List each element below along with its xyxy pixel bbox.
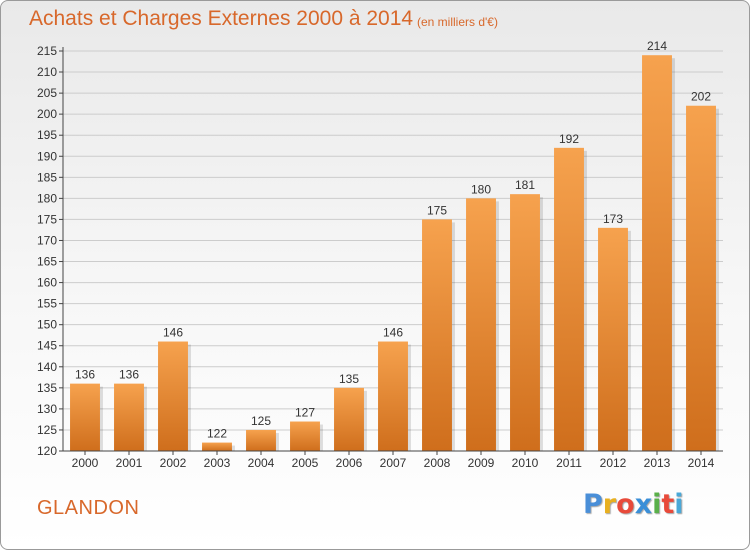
brand-letter: i xyxy=(652,489,662,520)
brand-letter: r xyxy=(602,489,617,520)
x-tick-label: 2007 xyxy=(380,456,407,470)
x-tick-label: 2012 xyxy=(600,456,627,470)
bar-value-label: 192 xyxy=(559,132,579,146)
y-tick-label: 165 xyxy=(37,255,57,269)
bar-value-label: 127 xyxy=(295,406,315,420)
y-tick-label: 130 xyxy=(37,402,57,416)
x-tick-label: 2011 xyxy=(556,456,582,470)
brand-letter: x xyxy=(634,489,653,520)
x-tick-label: 2009 xyxy=(468,456,495,470)
bar-value-label: 173 xyxy=(603,212,623,226)
bar-value-label: 122 xyxy=(207,427,227,441)
y-tick-label: 200 xyxy=(37,107,57,121)
bar-value-label: 146 xyxy=(383,326,403,340)
bar-value-label: 202 xyxy=(691,90,711,104)
bar xyxy=(686,105,716,451)
bar xyxy=(466,198,496,451)
chart-title: Achats et Charges Externes 2000 à 2014 xyxy=(29,7,414,30)
brand-letter: P xyxy=(583,489,603,520)
y-tick-label: 210 xyxy=(37,65,57,79)
bars xyxy=(70,55,719,452)
brand-letter: i xyxy=(674,489,684,520)
bar xyxy=(114,383,144,451)
bar xyxy=(334,387,364,451)
y-tick-label: 120 xyxy=(37,444,57,458)
brand-letter: t xyxy=(661,489,675,520)
commune-name: GLANDON xyxy=(37,497,140,519)
y-tick-label: 190 xyxy=(37,149,57,163)
bar-value-label: 135 xyxy=(339,372,359,386)
bar-value-label: 175 xyxy=(427,203,447,217)
bar xyxy=(158,341,188,451)
bar-value-label: 180 xyxy=(471,182,491,196)
bar xyxy=(202,442,232,451)
bar xyxy=(246,429,276,451)
bar xyxy=(378,341,408,451)
brand-letter: o xyxy=(616,489,635,520)
y-tick-label: 160 xyxy=(37,276,57,290)
y-tick-label: 145 xyxy=(37,339,57,353)
bar xyxy=(70,383,100,451)
x-tick-label: 2008 xyxy=(424,456,451,470)
x-tick-label: 2006 xyxy=(336,456,363,470)
y-tick-label: 155 xyxy=(37,297,57,311)
bar xyxy=(642,55,672,452)
y-tick-label: 215 xyxy=(37,44,57,58)
chart-subtitle: (en milliers d'€) xyxy=(417,15,498,29)
bar-value-label: 181 xyxy=(515,178,535,192)
x-tick-label: 2003 xyxy=(204,456,231,470)
x-tick-label: 2000 xyxy=(72,456,99,470)
bar-value-label: 146 xyxy=(163,326,183,340)
x-tick-label: 2004 xyxy=(248,456,275,470)
bar xyxy=(290,421,320,451)
y-tick-label: 140 xyxy=(37,360,57,374)
x-tick-label: 2013 xyxy=(644,456,671,470)
bar-value-label: 214 xyxy=(647,39,667,53)
y-tick-label: 125 xyxy=(37,423,57,437)
y-tick-label: 175 xyxy=(37,212,57,226)
bar xyxy=(554,147,584,451)
x-tick-label: 2001 xyxy=(116,456,143,470)
bar xyxy=(510,194,540,451)
x-tick-label: 2010 xyxy=(512,456,539,470)
bar-value-label: 136 xyxy=(75,368,95,382)
bar xyxy=(598,227,628,451)
proxiti-logo: Proxiti xyxy=(583,489,684,520)
y-tick-label: 185 xyxy=(37,170,57,184)
labels: 120 125 130 135 140 145 150 155 160 165 170 175 180 1… xyxy=(37,39,715,470)
y-tick-label: 150 xyxy=(37,318,57,332)
x-tick-label: 2005 xyxy=(292,456,319,470)
bar-value-label: 136 xyxy=(119,368,139,382)
y-tick-label: 135 xyxy=(37,381,57,395)
bar xyxy=(422,219,452,451)
axes xyxy=(59,47,723,455)
y-tick-label: 180 xyxy=(37,191,57,205)
y-tick-label: 205 xyxy=(37,86,57,100)
y-tick-label: 170 xyxy=(37,233,57,247)
x-tick-label: 2014 xyxy=(688,456,715,470)
x-tick-label: 2002 xyxy=(160,456,187,470)
y-tick-label: 195 xyxy=(37,128,57,142)
bar-value-label: 125 xyxy=(251,414,271,428)
